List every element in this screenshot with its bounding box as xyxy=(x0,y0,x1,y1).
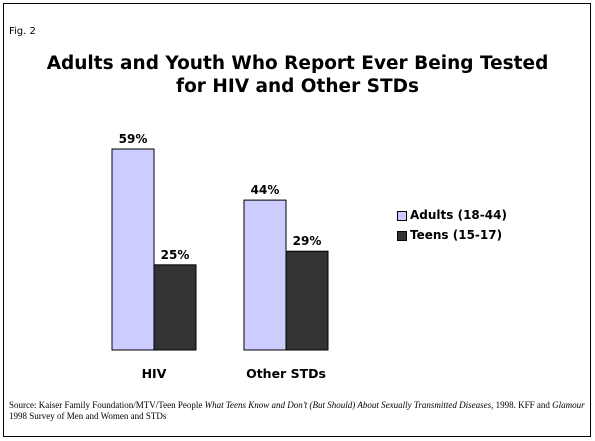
legend-swatch-teens xyxy=(397,231,407,241)
figure-label: Fig. 2 xyxy=(9,26,36,37)
source-note: Source: Kaiser Family Foundation/MTV/Tee… xyxy=(9,400,587,422)
source-magazine: Glamour xyxy=(552,400,585,410)
source-report-title: What Teens Know and Don’t (But Should) A… xyxy=(204,400,492,410)
chart-title: Adults and Youth Who Report Ever Being T… xyxy=(0,52,595,98)
chart-title-line-2: for HIV and Other STDs xyxy=(176,76,419,97)
data-label-other-stds-adults: 44% xyxy=(251,183,280,197)
source-middle: , 1998. KFF and xyxy=(491,400,553,410)
bar-hiv-teens xyxy=(153,264,197,351)
source-prefix: Source: Kaiser Family Foundation/MTV/Tee… xyxy=(9,400,205,410)
legend-label-teens: Teens (15-17) xyxy=(410,228,503,242)
bar-other-stds-adults xyxy=(243,199,287,351)
bar-hiv-adults xyxy=(111,148,155,351)
category-label-other-stds: Other STDs xyxy=(246,366,326,381)
legend-label-adults: Adults (18-44) xyxy=(410,208,507,222)
data-label-other-stds-teens: 29% xyxy=(293,234,322,248)
chart-title-line-1: Adults and Youth Who Report Ever Being T… xyxy=(46,53,549,74)
source-suffix: 1998 Survey of Men and Women and STDs xyxy=(9,411,167,421)
chart-frame xyxy=(3,3,591,437)
category-label-hiv: HIV xyxy=(142,366,167,381)
bar-other-stds-teens xyxy=(285,250,329,351)
legend-swatch-adults xyxy=(397,211,407,221)
data-label-hiv-teens: 25% xyxy=(161,248,190,262)
data-label-hiv-adults: 59% xyxy=(119,132,148,146)
